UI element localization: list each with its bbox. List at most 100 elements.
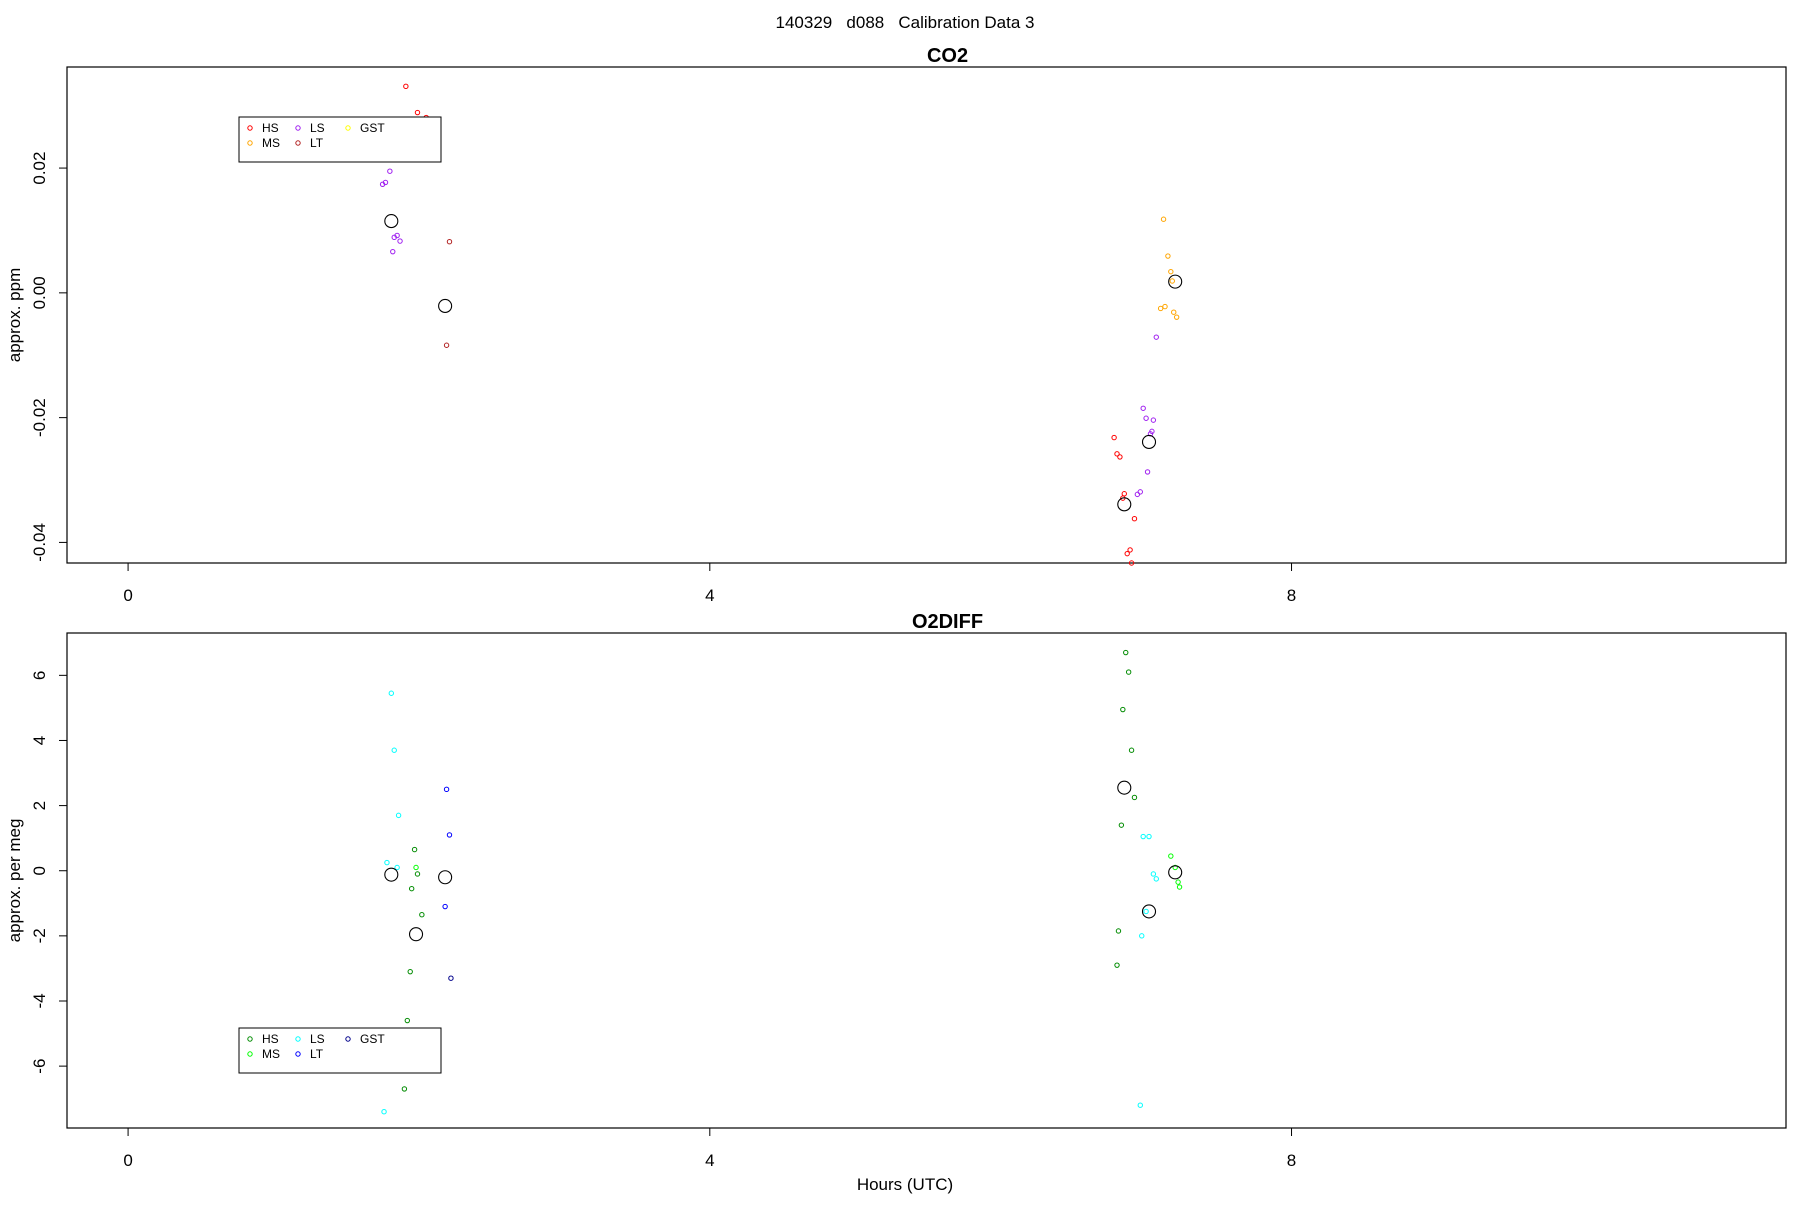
data-point: [1162, 303, 1168, 310]
x-tick-label: 0: [123, 586, 132, 605]
legend-marker: [247, 140, 253, 146]
data-point: [1153, 876, 1159, 882]
mean-point: [1168, 274, 1183, 289]
data-point: [411, 846, 418, 853]
legend-marker: [295, 1051, 301, 1057]
data-point: [404, 1017, 411, 1024]
legend-label: HS: [262, 1032, 279, 1046]
data-point: [408, 885, 415, 892]
series-mean: [384, 780, 1183, 942]
y-tick-label: 0: [30, 866, 49, 875]
page-title: 140329 d088 Calibration Data 3: [776, 13, 1035, 32]
data-point: [387, 168, 393, 174]
legend-label: LT: [310, 136, 324, 150]
data-point: [403, 83, 409, 90]
series-mean: [384, 214, 1183, 512]
x-tick-label: 4: [705, 1151, 714, 1170]
legend-label: HS: [262, 121, 279, 135]
y-tick-label: -0.04: [30, 523, 49, 562]
y-tick-label: 0.02: [30, 152, 49, 185]
series-lt: [443, 238, 453, 348]
data-point: [407, 968, 413, 975]
legend-item-gst: GST: [345, 121, 385, 135]
data-point: [1168, 268, 1174, 275]
data-point: [1123, 649, 1129, 656]
panel-title: CO2: [927, 45, 968, 67]
legend-item-hs: HS: [247, 121, 279, 135]
legend-item-gst: GST: [345, 1032, 385, 1046]
mean-point: [1117, 780, 1132, 795]
mean-point: [384, 214, 399, 229]
data-point: [1150, 871, 1157, 877]
data-point: [1134, 491, 1141, 498]
mean-point: [1141, 434, 1157, 450]
legend-label: MS: [262, 136, 280, 150]
data-point: [1157, 305, 1164, 312]
data-point: [401, 1086, 408, 1092]
y-axis-label: approx. ppm: [5, 268, 24, 363]
data-point: [1143, 415, 1149, 421]
data-point: [397, 238, 403, 244]
data-point: [1172, 864, 1178, 871]
data-point: [382, 179, 389, 186]
y-tick-label: -0.02: [30, 398, 49, 437]
data-point: [1131, 794, 1138, 801]
series-hs: [401, 649, 1138, 1092]
data-point: [443, 786, 450, 793]
series-gst: [448, 975, 454, 981]
legend-marker: [247, 125, 253, 131]
data-point: [1169, 278, 1175, 284]
x-axis-label: Hours (UTC): [857, 1175, 953, 1194]
legend-box: [238, 116, 442, 163]
data-point: [1160, 216, 1167, 222]
data-point: [1111, 434, 1117, 441]
mean-point: [408, 927, 424, 942]
series-ls: [379, 168, 1159, 498]
data-point: [1117, 454, 1123, 460]
series-hs: [403, 83, 1138, 566]
data-point: [1114, 962, 1120, 968]
series-ms: [1157, 216, 1180, 320]
data-point: [1139, 933, 1145, 939]
data-point: [390, 248, 396, 255]
data-point: [1120, 706, 1126, 713]
data-point: [443, 342, 450, 348]
data-point: [391, 747, 397, 753]
legend-item-ls: LS: [295, 121, 325, 135]
data-point: [1127, 547, 1133, 553]
data-point: [1140, 405, 1146, 411]
data-point: [1143, 908, 1149, 915]
mean-point: [438, 298, 453, 314]
legend-item-hs: HS: [247, 1032, 279, 1046]
data-point: [1168, 853, 1174, 859]
legend-item-ls: LS: [295, 1032, 325, 1046]
data-point: [1153, 334, 1159, 340]
data-point: [1146, 833, 1152, 840]
x-tick-label: 8: [1287, 1151, 1296, 1170]
data-point: [384, 859, 390, 866]
legend-item-lt: LT: [295, 1047, 324, 1061]
data-point: [388, 690, 395, 696]
data-point: [1125, 669, 1132, 675]
x-tick-label: 8: [1287, 586, 1296, 605]
data-point: [1150, 417, 1157, 423]
data-point: [1114, 451, 1120, 457]
y-axis-label: approx. per meg: [5, 819, 24, 943]
data-point: [1115, 928, 1122, 934]
legend-label: MS: [262, 1047, 280, 1061]
mean-point: [1117, 497, 1132, 512]
data-point: [419, 911, 425, 918]
legend-item-ms: MS: [247, 1047, 280, 1061]
legend-marker: [295, 125, 301, 131]
legend-label: GST: [360, 1032, 385, 1046]
y-tick-label: 2: [30, 801, 49, 810]
legend-label: LS: [310, 1032, 325, 1046]
data-point: [1149, 428, 1155, 435]
data-point: [448, 975, 454, 981]
data-point: [1118, 822, 1125, 828]
y-tick-label: -4: [30, 993, 49, 1008]
data-point: [395, 812, 402, 819]
y-tick-label: 4: [30, 736, 49, 745]
